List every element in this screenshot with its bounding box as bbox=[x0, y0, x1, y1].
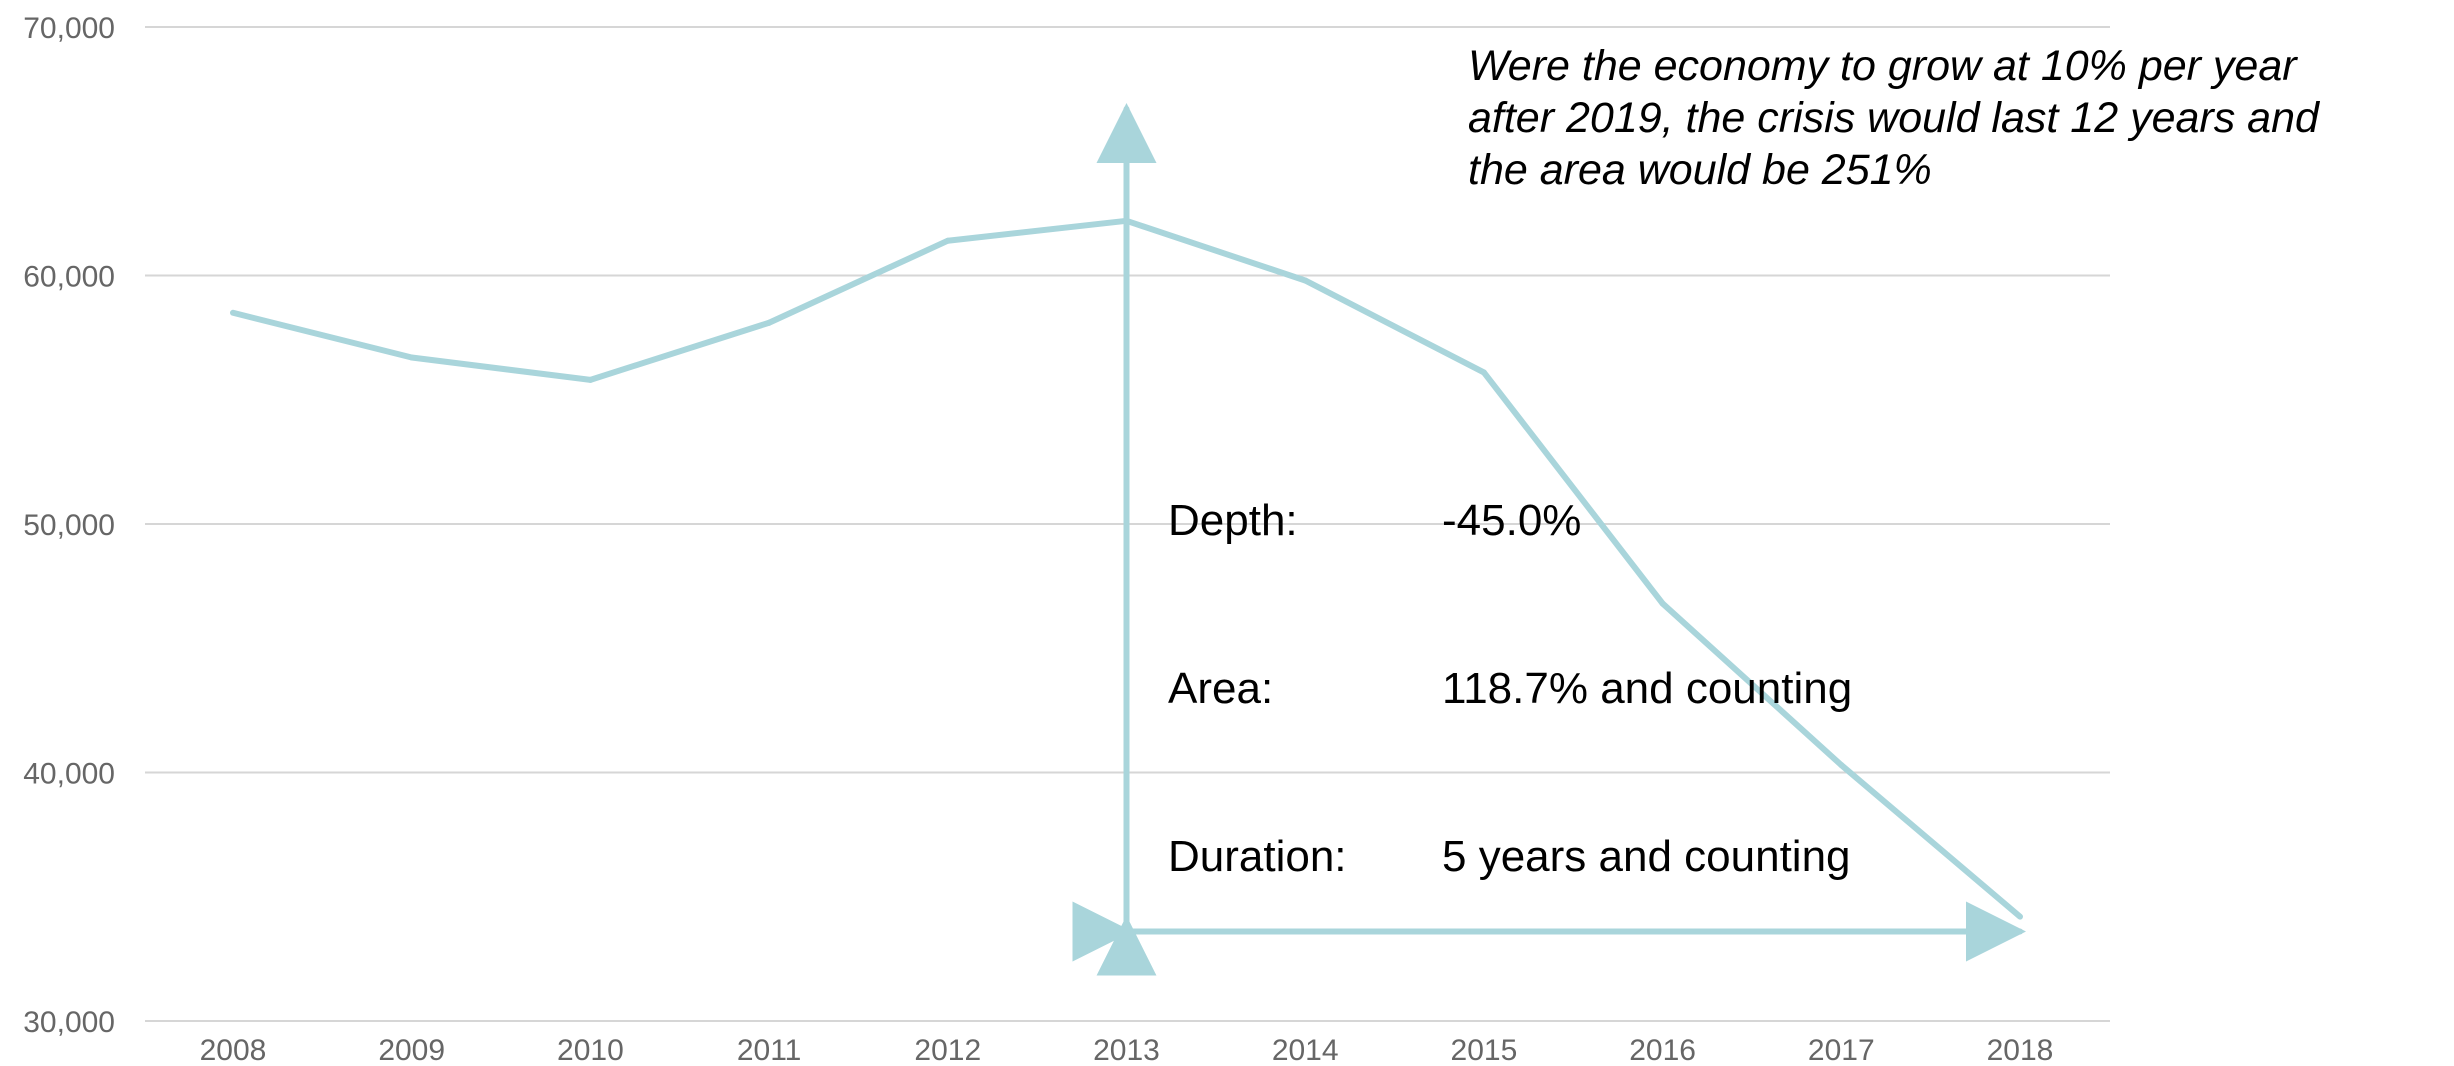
metric-label: Depth: bbox=[1168, 496, 1298, 545]
x-axis: 2008 2009 2010 2011 2012 2013 2014 2015 2016 2017… bbox=[200, 1034, 2054, 1066]
y-tick-label: 70,000 bbox=[23, 12, 115, 45]
series-line-segment bbox=[766, 237, 951, 326]
series-line-segment bbox=[1123, 217, 1309, 284]
metric-value: 5 years and counting bbox=[1442, 832, 1851, 881]
x-tick-label: 2008 bbox=[200, 1034, 267, 1066]
note-text-line: after 2019, the crisis would last 12 yea… bbox=[1468, 94, 2321, 142]
y-tick-label: 40,000 bbox=[23, 758, 115, 791]
series-point bbox=[1661, 602, 1665, 606]
metric-label: Duration: bbox=[1168, 832, 1347, 881]
series-line-segment bbox=[1659, 600, 1845, 769]
series-line-segment bbox=[1302, 277, 1487, 376]
series-point bbox=[1839, 763, 1843, 767]
x-tick-label: 2010 bbox=[557, 1034, 624, 1066]
series-point bbox=[231, 311, 235, 315]
series-line-segment bbox=[944, 217, 1130, 244]
y-tick-label: 50,000 bbox=[23, 509, 115, 542]
y-tick-label: 60,000 bbox=[23, 261, 115, 294]
note-text-line: Were the economy to grow at 10% per year bbox=[1468, 42, 2298, 90]
y-tick-label: 30,000 bbox=[23, 1006, 115, 1039]
series-line-segment bbox=[408, 354, 594, 383]
series-point bbox=[410, 356, 414, 360]
series-line-segment bbox=[230, 309, 415, 361]
series-point bbox=[1482, 370, 1486, 374]
note-text-line: the area would be 251% bbox=[1468, 146, 1932, 194]
x-tick-label: 2012 bbox=[914, 1034, 981, 1066]
metric-value: -45.0% bbox=[1442, 496, 1581, 545]
series-point bbox=[588, 378, 592, 382]
x-tick-label: 2018 bbox=[1987, 1034, 2054, 1066]
series-point bbox=[1303, 278, 1307, 282]
x-tick-label: 2017 bbox=[1808, 1034, 1875, 1066]
x-tick-label: 2016 bbox=[1629, 1034, 1696, 1066]
series-line-segment bbox=[1838, 762, 2023, 920]
series-point bbox=[2018, 915, 2022, 919]
x-tick-label: 2015 bbox=[1451, 1034, 1518, 1066]
series-point bbox=[946, 239, 950, 243]
arrow-layer bbox=[1072, 103, 2026, 976]
y-axis: 30,000 40,000 50,000 60,000 70,000 bbox=[23, 12, 115, 1039]
metric-label: Area: bbox=[1168, 664, 1273, 713]
x-tick-label: 2014 bbox=[1272, 1034, 1339, 1066]
x-tick-label: 2013 bbox=[1093, 1034, 1160, 1066]
series-point bbox=[767, 321, 771, 325]
annotation-layer: Were the economy to grow at 10% per year… bbox=[1168, 42, 2321, 881]
x-tick-label: 2009 bbox=[378, 1034, 445, 1066]
metric-value: 118.7% and counting bbox=[1442, 664, 1852, 713]
x-tick-label: 2011 bbox=[737, 1034, 802, 1066]
series-line-segment bbox=[587, 319, 773, 383]
series-line-segment bbox=[1480, 369, 1666, 607]
